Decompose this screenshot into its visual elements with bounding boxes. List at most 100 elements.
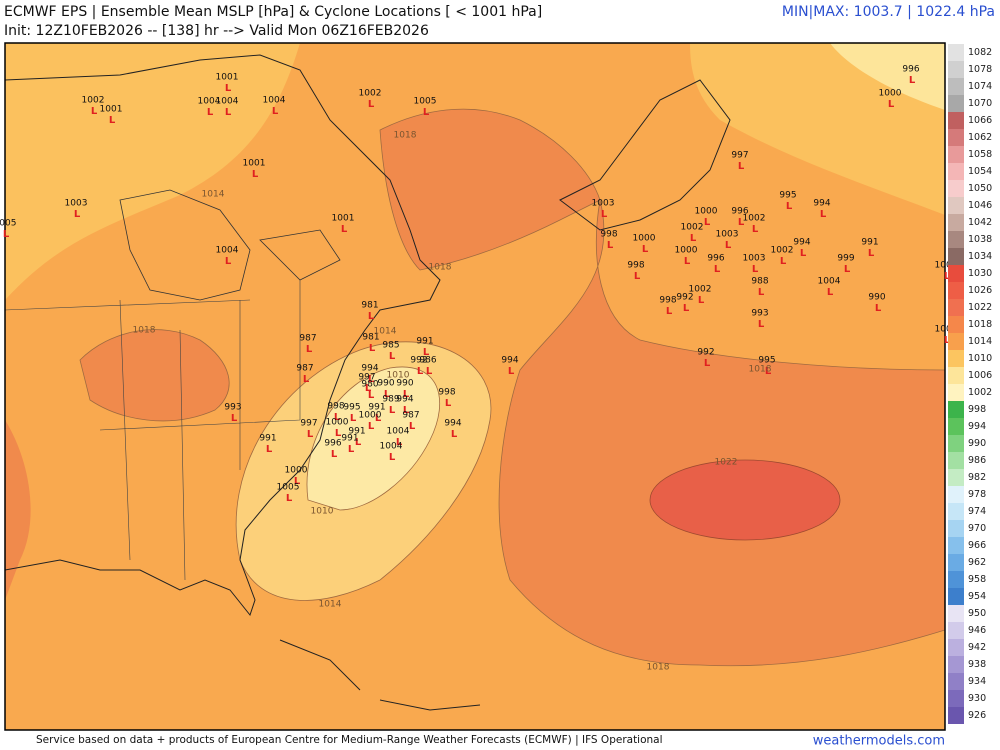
colorbar-label: 1050 (968, 183, 992, 194)
coastline (559, 79, 731, 231)
cyclone-marker: L (368, 99, 375, 110)
cyclone-marker: L (868, 248, 875, 259)
cyclone-pressure: 995 (779, 191, 796, 201)
cyclone-marker: L (341, 224, 348, 235)
colorbar-label: 1062 (968, 132, 992, 143)
colorbar-swatch (948, 384, 964, 401)
colorbar-label: 1002 (968, 387, 992, 398)
cyclone-marker: L (508, 366, 515, 377)
colorbar-label: 1066 (968, 115, 992, 126)
colorbar-swatch (948, 112, 964, 129)
cyclone-pressure: 995 (758, 356, 775, 366)
pressure-fill (79, 329, 230, 422)
colorbar-swatch (948, 435, 964, 452)
colorbar-swatch (948, 316, 964, 333)
cyclone-pressure: 994 (813, 199, 830, 209)
colorbar-swatch (948, 95, 964, 112)
cyclone-pressure: 991 (348, 427, 365, 437)
colorbar-swatch (948, 452, 964, 469)
cyclone-marker: L (690, 233, 697, 244)
contour-label: 1010 (311, 507, 334, 517)
cyclone-pressure: 997 (358, 373, 375, 383)
pressure-fill (379, 108, 601, 271)
colorbar-swatch (948, 214, 964, 231)
colorbar-label: 1026 (968, 285, 992, 296)
cyclone-pressure: 998 (600, 230, 617, 240)
cyclone-pressure: 1002 (359, 89, 382, 99)
colorbar-swatch (948, 78, 964, 95)
cyclone-pressure: 1000 (675, 246, 698, 256)
cyclone-marker: L (225, 107, 232, 118)
cyclone-pressure: 990 (396, 379, 413, 389)
contour-label: 1014 (202, 190, 225, 200)
cyclone-marker: L (417, 366, 424, 377)
colorbar-label: 978 (968, 489, 986, 500)
cyclone-marker: L (704, 358, 711, 369)
cyclone-pressure: 995 (343, 403, 360, 413)
cyclone-marker: L (368, 421, 375, 432)
cyclone-pressure: 996 (902, 65, 919, 75)
cyclone-marker: L (451, 429, 458, 440)
colorbar-swatch (948, 146, 964, 163)
colorbar-label: 1038 (968, 234, 992, 245)
colorbar-label: 1082 (968, 47, 992, 58)
cyclone-pressure: 992 (697, 348, 714, 358)
cyclone-marker: L (207, 107, 214, 118)
colorbar-swatch (948, 418, 964, 435)
cyclone-marker: L (225, 83, 232, 94)
colorbar-label: 1010 (968, 353, 992, 364)
colorbar-label: 982 (968, 472, 986, 483)
coastline (5, 54, 441, 617)
cyclone-pressure: 997 (300, 419, 317, 429)
cyclone-marker: L (303, 374, 310, 385)
cyclone-pressure: 1004 (380, 442, 403, 452)
colorbar-swatch (948, 486, 964, 503)
cyclone-pressure: 998 (659, 296, 676, 306)
site: weathermodels.com (813, 734, 945, 749)
colorbar-swatch (948, 350, 964, 367)
cyclone-pressure: 987 (299, 334, 316, 344)
colorbar-label: 1046 (968, 200, 992, 211)
cyclone-marker: L (423, 107, 430, 118)
cyclone-pressure: 980 (361, 380, 378, 390)
colorbar-label: 1042 (968, 217, 992, 228)
colorbar-label: 926 (968, 710, 986, 721)
cyclone-marker: L (666, 306, 673, 317)
cyclone-pressure: 987 (402, 411, 419, 421)
cyclone-pressure: 1003 (935, 325, 958, 335)
cyclone-marker: L (109, 115, 116, 126)
colorbar-label: 998 (968, 404, 986, 415)
cyclone-pressure: 1000 (359, 411, 382, 421)
cyclone-pressure: 1002 (689, 285, 712, 295)
cyclone-marker: L (725, 240, 732, 251)
colorbar-label: 958 (968, 574, 986, 585)
cyclone-marker: L (752, 224, 759, 235)
colorbar-label: 990 (968, 438, 986, 449)
cyclone-marker: L (286, 493, 293, 504)
cyclone-pressure: 1002 (771, 246, 794, 256)
contour-label: 1010 (387, 371, 410, 381)
cyclone-pressure: 993 (224, 403, 241, 413)
cyclone-marker: L (403, 405, 410, 416)
colorbar-label: 1030 (968, 268, 992, 279)
cyclone-pressure: 993 (751, 309, 768, 319)
cyclone-marker: L (684, 256, 691, 267)
cyclone-marker: L (738, 161, 745, 172)
init-line: Init: 12Z10FEB2026 -- [138] hr --> Valid… (4, 23, 429, 39)
great-lakes (119, 189, 341, 301)
cyclone-pressure: 991 (368, 403, 385, 413)
cyclone-marker: L (74, 209, 81, 220)
colorbar-swatch (948, 656, 964, 673)
cyclone-marker: L (252, 169, 259, 180)
colorbar-swatch (948, 520, 964, 537)
colorbar-label: 974 (968, 506, 986, 517)
cyclone-marker: L (888, 99, 895, 110)
cyclone-pressure: 991 (416, 337, 433, 347)
colorbar-swatch (948, 367, 964, 384)
colorbar-label: 946 (968, 625, 986, 636)
cyclone-marker: L (909, 75, 916, 86)
cyclone-marker: L (827, 287, 834, 298)
cyclone-pressure: 1004 (216, 97, 239, 107)
colorbar-swatch (948, 707, 964, 724)
cyclone-marker: L (765, 366, 772, 377)
